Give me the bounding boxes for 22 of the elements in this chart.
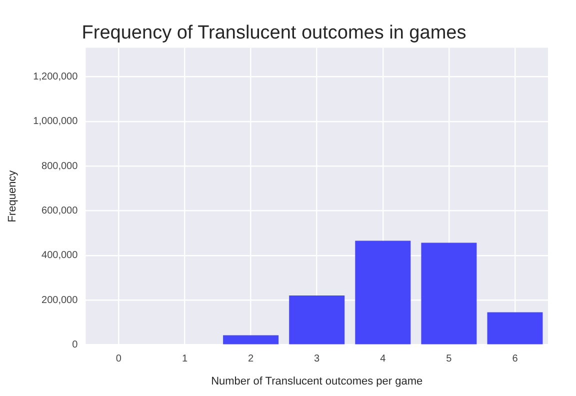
bar — [289, 295, 345, 344]
x-tick-label: 3 — [314, 354, 320, 365]
y-tick-label: 600,000 — [42, 206, 78, 217]
y-tick-label: 200,000 — [42, 294, 78, 306]
x-tick-label: 0 — [116, 354, 122, 365]
x-tick-label: 6 — [512, 354, 518, 365]
y-tick-label: 1,200,000 — [33, 72, 78, 83]
chart-title: Frequency of Translucent outcomes in games — [82, 22, 466, 44]
bar — [223, 335, 279, 344]
x-tick-label: 4 — [380, 354, 386, 365]
bar — [487, 312, 543, 344]
x-tick-label: 2 — [248, 354, 254, 365]
x-tick-label: 5 — [446, 354, 452, 365]
y-tick-label: 800,000 — [42, 160, 78, 172]
bar — [355, 240, 411, 344]
x-tick-label: 1 — [182, 354, 188, 365]
y-tick-label: 0 — [72, 340, 78, 351]
x-axis-title: Number of Translucent outcomes per game — [211, 375, 423, 388]
bar — [421, 242, 477, 344]
y-tick-label: 400,000 — [42, 250, 78, 262]
y-tick-label: 1,000,000 — [33, 116, 78, 128]
y-axis-title: Frequency — [6, 170, 19, 222]
